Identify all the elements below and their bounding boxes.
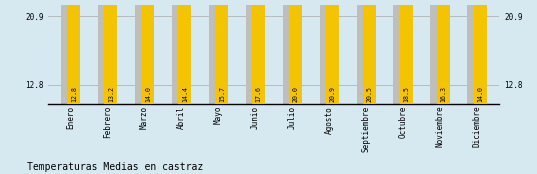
Bar	[282, 0, 295, 104]
Bar	[104, 0, 117, 104]
Text: 20.9: 20.9	[330, 86, 336, 102]
Bar	[252, 0, 265, 104]
Bar	[400, 0, 413, 104]
Bar	[474, 0, 487, 104]
Text: 13.2: 13.2	[108, 86, 114, 102]
Text: 15.7: 15.7	[219, 86, 225, 102]
Bar	[98, 0, 111, 104]
Text: 16.3: 16.3	[440, 86, 447, 102]
Bar	[141, 0, 154, 104]
Bar	[178, 0, 191, 104]
Bar	[208, 0, 222, 104]
Bar	[245, 0, 258, 104]
Bar	[215, 0, 228, 104]
Text: 14.0: 14.0	[145, 86, 151, 102]
Text: 17.6: 17.6	[256, 86, 262, 102]
Bar	[363, 0, 376, 104]
Text: 18.5: 18.5	[404, 86, 410, 102]
Text: 14.4: 14.4	[182, 86, 188, 102]
Bar	[67, 0, 81, 104]
Bar	[467, 0, 481, 104]
Bar	[172, 0, 185, 104]
Text: Temperaturas Medias en castraz: Temperaturas Medias en castraz	[27, 162, 203, 172]
Bar	[357, 0, 369, 104]
Bar	[61, 0, 74, 104]
Text: 20.5: 20.5	[367, 86, 373, 102]
Bar	[326, 0, 339, 104]
Text: 20.0: 20.0	[293, 86, 299, 102]
Bar	[394, 0, 407, 104]
Bar	[320, 0, 332, 104]
Bar	[135, 0, 148, 104]
Bar	[437, 0, 450, 104]
Bar	[431, 0, 444, 104]
Bar	[289, 0, 302, 104]
Text: 14.0: 14.0	[477, 86, 483, 102]
Text: 12.8: 12.8	[71, 86, 77, 102]
